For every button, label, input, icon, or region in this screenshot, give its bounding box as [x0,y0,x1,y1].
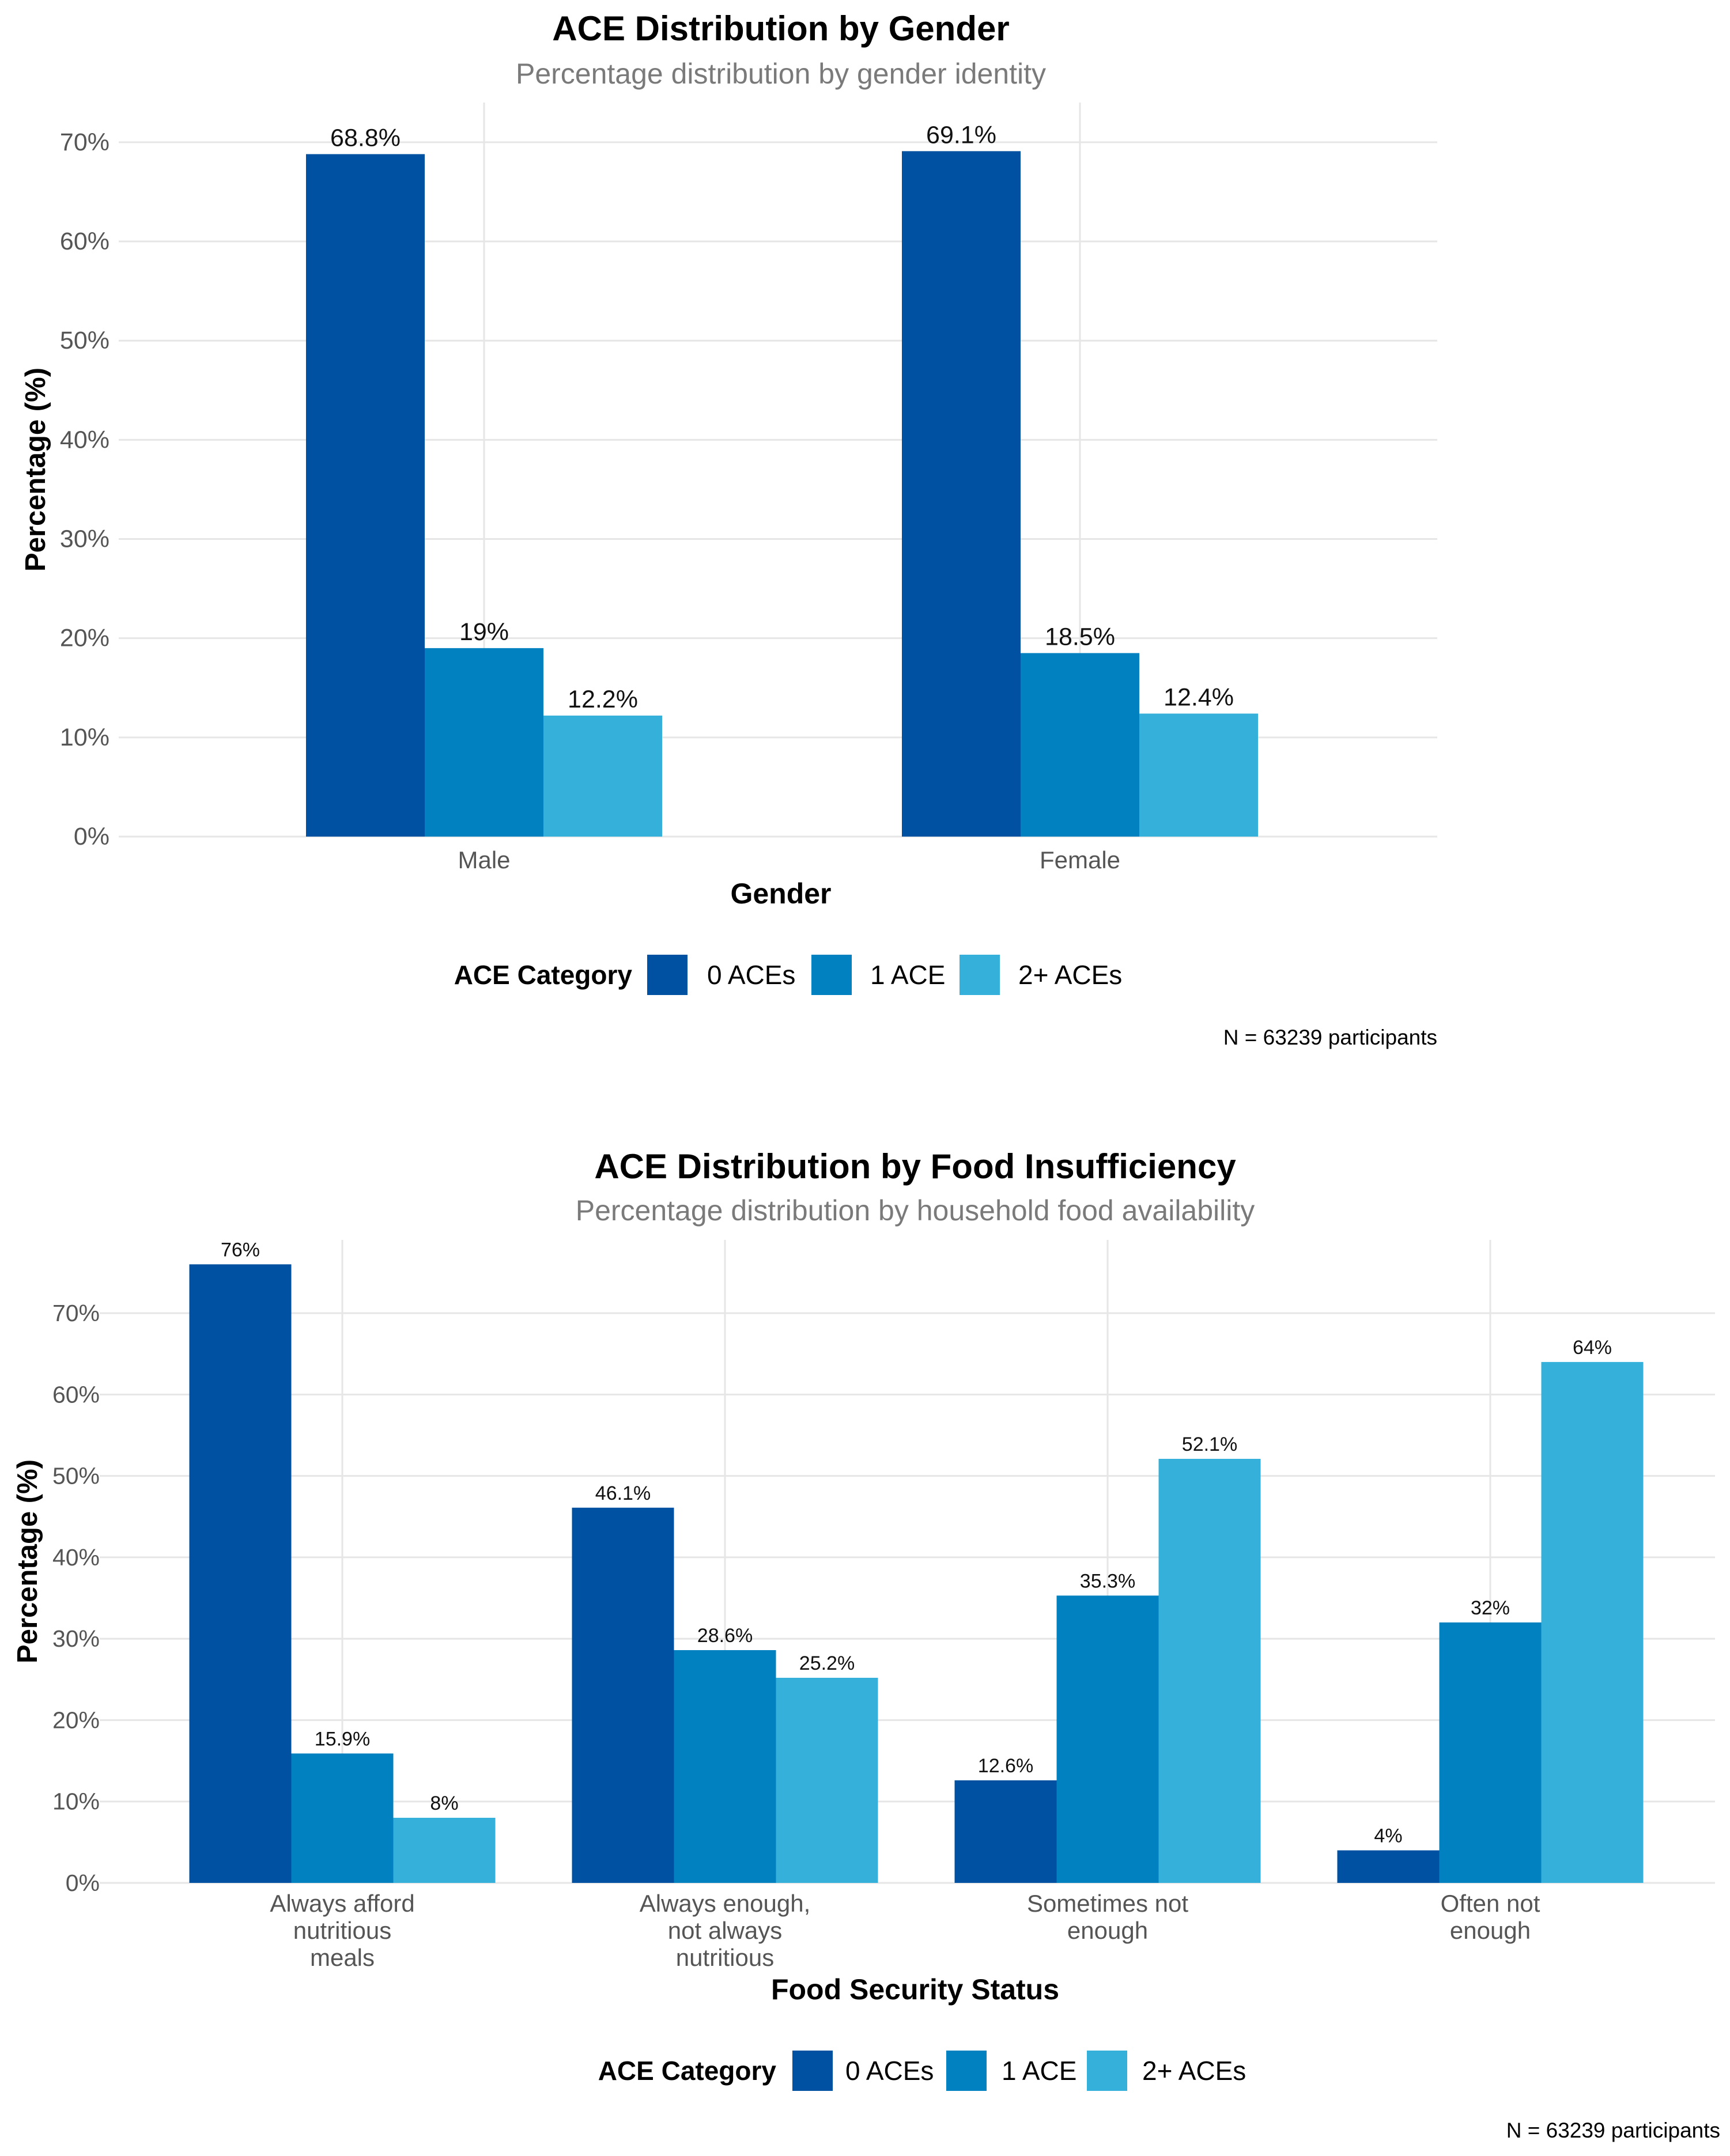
bar-2-aces-0 [543,715,662,837]
bar-value-label: 12.6% [978,1755,1033,1777]
y-tick-label: 0% [74,823,109,850]
y-tick-label: 10% [52,1788,100,1815]
y-axis-title: Percentage (%) [12,1459,43,1663]
chart-subtitle: Percentage distribution by gender identi… [516,58,1046,90]
y-tick-label: 20% [52,1707,100,1733]
chart-title: ACE Distribution by Food Insufficiency [594,1147,1236,1186]
legend-label: 1 ACE [870,960,945,990]
chart-caption: N = 63239 participants [1506,2119,1720,2142]
x-tick-label: Always enough, [640,1890,811,1917]
legend-swatch [792,2051,833,2091]
bar-value-label: 18.5% [1045,623,1115,651]
bar-value-label: 15.9% [315,1728,370,1750]
x-tick-label: Sometimes not [1027,1890,1188,1917]
x-tick-label: Female [1040,846,1120,873]
y-tick-label: 60% [52,1381,100,1408]
bar-value-label: 28.6% [697,1625,753,1647]
bar-value-label: 32% [1471,1597,1510,1619]
bar-1-ace-2 [1056,1595,1159,1883]
x-axis-title: Food Security Status [771,1973,1059,2006]
food-insufficiency-chart: ACE Distribution by Food Insufficiency Pe… [12,1147,1720,2142]
bar-value-label: 19% [459,618,509,646]
x-tick-label: meals [310,1944,375,1971]
bar-0-aces-0 [189,1264,292,1883]
legend-label: 0 ACEs [707,960,795,990]
x-tick-label: Often not [1441,1890,1540,1917]
chart-caption: N = 63239 participants [1223,1026,1437,1049]
bar-value-label: 35.3% [1080,1570,1135,1592]
legend-label: 0 ACEs [845,2056,934,2086]
chart-subtitle: Percentage distribution by household foo… [576,1194,1255,1227]
bar-1-ace-1 [674,1650,776,1883]
legend-swatch [946,2051,987,2091]
x-tick-label: Always afford [270,1890,414,1917]
bar-value-label: 46.1% [595,1482,651,1504]
bar-value-label: 76% [221,1239,260,1261]
legend-swatch [647,955,688,995]
bar-0-aces-2 [954,1780,1057,1883]
bar-value-label: 12.2% [568,686,638,713]
y-tick-label: 30% [60,525,109,553]
legend-swatch [960,955,1000,995]
bar-0-aces-1 [902,151,1021,837]
bar-value-label: 12.4% [1164,684,1234,712]
y-tick-label: 70% [52,1300,100,1326]
x-tick-label: Male [458,846,510,873]
x-tick-label: enough [1067,1917,1148,1944]
bar-value-label: 8% [430,1792,458,1814]
y-tick-label: 40% [60,426,109,453]
bar-2-aces-1 [1139,713,1258,837]
y-tick-label: 20% [60,625,109,652]
bar-value-label: 64% [1573,1337,1612,1359]
y-tick-label: 30% [52,1625,100,1652]
bar-1-ace-3 [1439,1622,1542,1883]
y-tick-label: 40% [52,1544,100,1571]
bar-1-ace-0 [291,1753,394,1883]
y-tick-label: 10% [60,724,109,751]
bar-value-label: 68.8% [330,124,401,152]
x-tick-label: enough [1450,1917,1531,1944]
chart-title: ACE Distribution by Gender [552,9,1009,48]
legend-label: 2+ ACEs [1142,2056,1246,2086]
bar-2-aces-3 [1541,1361,1644,1883]
bar-1-ace-1 [1021,653,1139,837]
x-tick-label: not always [668,1917,782,1944]
x-tick-label: nutritious [293,1917,391,1944]
legend-title: ACE Category [598,2056,777,2086]
bar-0-aces-0 [306,154,425,837]
bar-1-ace-0 [425,648,543,837]
bar-0-aces-1 [572,1507,674,1883]
x-axis-title: Gender [730,877,831,910]
y-tick-label: 50% [60,327,109,354]
bar-value-label: 25.2% [799,1652,855,1674]
legend-swatch [811,955,852,995]
legend-label: 1 ACE [1002,2056,1076,2086]
y-tick-label: 0% [66,1870,100,1896]
bar-2-aces-0 [393,1817,496,1883]
legend-title: ACE Category [454,960,633,990]
legend-label: 2+ ACEs [1018,960,1122,990]
y-tick-label: 50% [52,1463,100,1489]
bar-value-label: 69.1% [926,121,996,149]
y-axis-title: Percentage (%) [20,368,51,572]
bar-2-aces-1 [776,1678,878,1883]
y-tick-label: 60% [60,228,109,255]
bar-2-aces-2 [1158,1459,1261,1883]
bar-0-aces-3 [1337,1850,1440,1883]
gender-chart: ACE Distribution by Gender Percentage dis… [20,9,1437,1049]
bar-value-label: 52.1% [1182,1433,1237,1455]
y-tick-label: 70% [60,128,109,156]
bar-value-label: 4% [1374,1825,1402,1847]
x-tick-label: nutritious [676,1944,774,1971]
legend-swatch [1087,2051,1127,2091]
